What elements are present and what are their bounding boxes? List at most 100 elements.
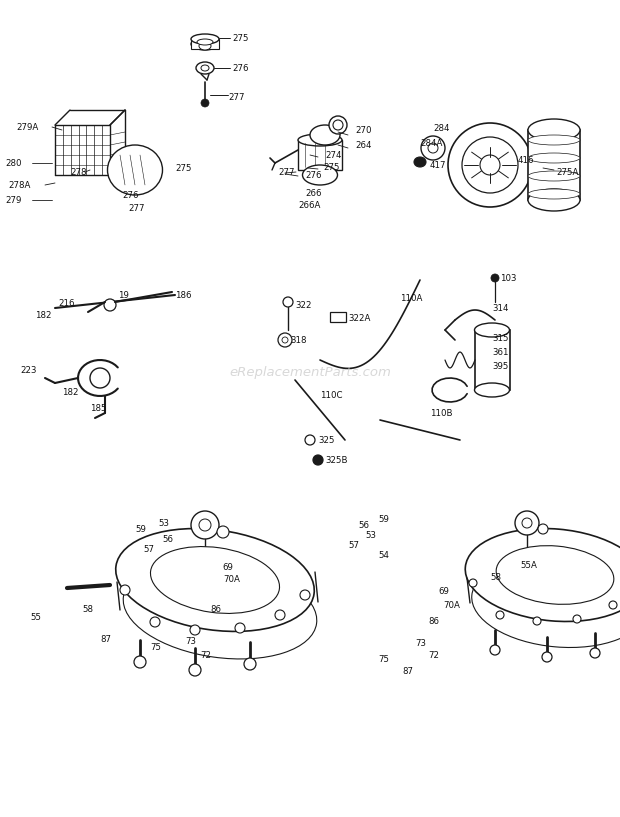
Text: 417: 417 xyxy=(430,160,446,169)
Text: 361: 361 xyxy=(492,347,508,356)
Text: 275: 275 xyxy=(175,163,192,172)
Ellipse shape xyxy=(528,171,580,181)
Circle shape xyxy=(462,137,518,193)
Text: 416: 416 xyxy=(518,155,534,164)
Text: 314: 314 xyxy=(492,303,508,312)
Ellipse shape xyxy=(123,561,317,659)
Ellipse shape xyxy=(116,529,314,632)
Circle shape xyxy=(609,601,617,609)
Text: 276: 276 xyxy=(232,64,249,73)
Circle shape xyxy=(496,611,504,619)
Circle shape xyxy=(313,455,323,465)
Text: 73: 73 xyxy=(185,637,196,646)
Circle shape xyxy=(305,435,315,445)
Text: 69: 69 xyxy=(438,587,449,596)
Circle shape xyxy=(90,368,110,388)
Ellipse shape xyxy=(298,134,342,146)
Circle shape xyxy=(283,297,293,307)
Circle shape xyxy=(448,123,532,207)
Ellipse shape xyxy=(496,546,614,605)
Circle shape xyxy=(201,99,209,107)
Text: 103: 103 xyxy=(500,274,516,283)
Text: 182: 182 xyxy=(35,310,51,319)
Ellipse shape xyxy=(528,189,580,199)
Circle shape xyxy=(538,524,548,534)
Circle shape xyxy=(244,658,256,670)
Bar xyxy=(475,330,510,390)
Text: 284: 284 xyxy=(433,123,450,132)
Circle shape xyxy=(150,617,160,627)
Text: 395: 395 xyxy=(492,361,508,370)
Text: 56: 56 xyxy=(358,520,369,529)
Circle shape xyxy=(120,585,130,595)
Text: 53: 53 xyxy=(365,530,376,539)
Circle shape xyxy=(491,274,499,282)
Text: 57: 57 xyxy=(143,546,154,555)
Circle shape xyxy=(490,645,500,655)
Text: 276: 276 xyxy=(122,190,138,199)
Bar xyxy=(191,39,219,49)
Text: 59: 59 xyxy=(135,525,146,534)
Ellipse shape xyxy=(528,153,580,163)
Text: 318: 318 xyxy=(290,336,306,345)
Text: 72: 72 xyxy=(428,650,439,659)
Ellipse shape xyxy=(465,529,620,622)
Bar xyxy=(528,130,580,200)
Ellipse shape xyxy=(197,39,213,45)
Text: 275: 275 xyxy=(323,163,340,172)
Text: 280: 280 xyxy=(5,158,22,167)
Ellipse shape xyxy=(528,189,580,211)
Text: 53: 53 xyxy=(158,520,169,529)
Text: eReplacementParts.com: eReplacementParts.com xyxy=(229,365,391,378)
Text: 55A: 55A xyxy=(520,560,537,569)
Text: 87: 87 xyxy=(402,667,413,676)
Text: 110A: 110A xyxy=(400,293,422,302)
Text: 264: 264 xyxy=(355,141,371,150)
Text: 216: 216 xyxy=(58,298,74,307)
Text: 57: 57 xyxy=(348,541,359,550)
Text: 275A: 275A xyxy=(556,167,578,176)
Ellipse shape xyxy=(310,125,340,145)
Circle shape xyxy=(542,652,552,662)
Circle shape xyxy=(333,120,343,130)
Circle shape xyxy=(515,511,539,535)
Text: 276: 276 xyxy=(305,171,322,180)
Ellipse shape xyxy=(414,157,426,167)
Text: 284A: 284A xyxy=(420,139,443,148)
Text: 69: 69 xyxy=(222,564,233,573)
Text: 279A: 279A xyxy=(16,123,38,132)
Text: 186: 186 xyxy=(175,291,192,300)
Text: 274: 274 xyxy=(325,150,342,159)
Text: 86: 86 xyxy=(210,605,221,614)
Ellipse shape xyxy=(191,38,219,50)
Circle shape xyxy=(190,625,200,635)
Circle shape xyxy=(282,337,288,343)
Text: 110C: 110C xyxy=(320,391,342,400)
Text: 279: 279 xyxy=(5,195,21,204)
Text: 54: 54 xyxy=(378,551,389,560)
Text: 182: 182 xyxy=(62,387,79,396)
Text: 73: 73 xyxy=(415,639,426,648)
Ellipse shape xyxy=(528,119,580,141)
Circle shape xyxy=(275,610,285,620)
Circle shape xyxy=(573,615,581,623)
Text: 59: 59 xyxy=(378,516,389,525)
Text: 56: 56 xyxy=(162,535,173,544)
Text: 58: 58 xyxy=(490,574,501,583)
Bar xyxy=(330,312,346,322)
Circle shape xyxy=(134,656,146,668)
Text: 270: 270 xyxy=(355,126,371,135)
Ellipse shape xyxy=(191,34,219,44)
Text: 87: 87 xyxy=(100,636,111,645)
Circle shape xyxy=(533,617,541,625)
Ellipse shape xyxy=(151,547,280,614)
Circle shape xyxy=(421,136,445,160)
Circle shape xyxy=(217,526,229,538)
Ellipse shape xyxy=(329,116,347,134)
Ellipse shape xyxy=(474,323,510,337)
Circle shape xyxy=(278,333,292,347)
Text: 19: 19 xyxy=(118,291,129,300)
Ellipse shape xyxy=(107,145,162,195)
Circle shape xyxy=(428,143,438,153)
Text: 325: 325 xyxy=(318,435,335,444)
